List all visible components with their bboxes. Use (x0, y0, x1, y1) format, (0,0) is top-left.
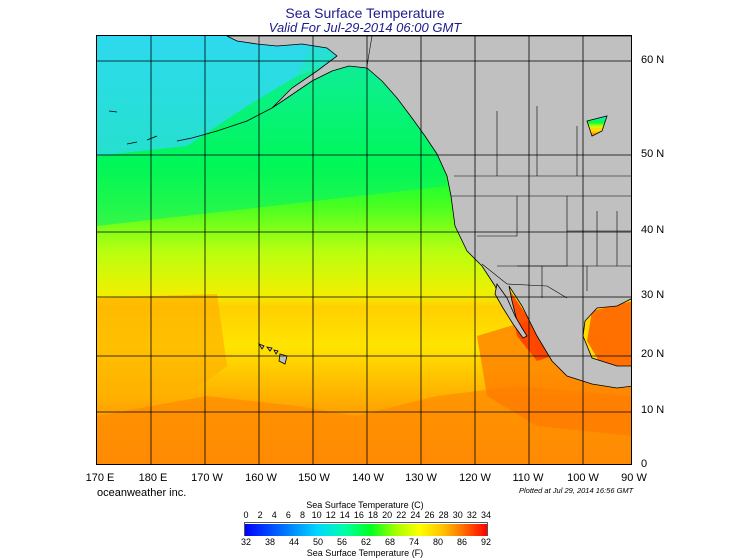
lat-label-40n: 40 N (641, 224, 665, 236)
lat-label-60n: 60 N (641, 54, 665, 66)
colorbar-tick-c: 18 (368, 510, 379, 520)
hudson-bay (586, 115, 608, 137)
colorbar-tick-c: 22 (396, 510, 407, 520)
colorbar-tick-f: 50 (312, 537, 324, 547)
lon-label-130w: 130 W (405, 472, 437, 484)
lat-label-50n: 50 N (641, 148, 665, 160)
map-svg (97, 36, 631, 464)
colorbar-tick-c: 8 (299, 510, 305, 520)
warm-water-west (97, 294, 227, 396)
lon-label-120w: 120 W (459, 472, 491, 484)
colorbar-tick-c: 28 (438, 510, 449, 520)
colorbar-tick-f: 38 (264, 537, 276, 547)
hot-water-east (477, 321, 631, 436)
lon-label-140w: 140 W (352, 472, 384, 484)
colorbar-tick-f: 74 (408, 537, 420, 547)
colorbar-tick-c: 26 (424, 510, 435, 520)
colorbar-tick-f: 44 (288, 537, 300, 547)
lon-label-150w: 150 W (298, 472, 330, 484)
lon-label-170w: 170 W (191, 472, 223, 484)
colorbar-tick-c: 34 (480, 510, 492, 520)
colorbar-tick-f: 62 (360, 537, 372, 547)
colorbar-tick-f: 86 (456, 537, 468, 547)
colorbar-tick-c: 20 (382, 510, 393, 520)
colorbar-tick-c: 6 (285, 510, 291, 520)
graticule (97, 36, 631, 464)
hot-water-south (97, 386, 631, 464)
lat-label-20n: 20 N (641, 348, 665, 360)
colorbar-tick-c: 30 (452, 510, 463, 520)
colorbar-tick-f: 92 (480, 537, 492, 547)
colorbar-tick-c: 24 (410, 510, 421, 520)
lat-label-0: 0 (641, 458, 648, 470)
colorbar-tick-c: 12 (325, 510, 336, 520)
colorbar-tick-c: 2 (257, 510, 263, 520)
colorbar-tick-f: 32 (240, 537, 252, 547)
lon-label-180e: 180 E (138, 472, 168, 484)
political-borders (451, 106, 631, 299)
lat-label-10n: 10 N (641, 404, 665, 416)
colorbar-title-fahrenheit: Sea Surface Temperature (F) (306, 548, 424, 558)
sst-map (96, 35, 632, 465)
colorbar-tick-f: 68 (384, 537, 396, 547)
lon-label-110w: 110 W (512, 472, 544, 484)
map-title: Sea Surface Temperature (285, 5, 445, 21)
colorbar (244, 522, 488, 536)
lon-label-170e: 170 E (85, 472, 115, 484)
cold-water-patch (97, 36, 317, 156)
colorbar-tick-c: 4 (271, 510, 277, 520)
colorbar-gradient (245, 524, 487, 536)
colorbar-tick-c: 14 (339, 510, 350, 520)
map-subtitle: Valid For Jul-29-2014 06:00 GMT (268, 20, 462, 35)
lon-label-90w: 90 W (621, 472, 647, 484)
north-america-land (226, 36, 631, 389)
lat-label-30n: 30 N (641, 289, 665, 301)
baja-peninsula (494, 283, 528, 339)
colorbar-tick-c: 32 (466, 510, 477, 520)
colorbar-tick-c: 16 (353, 510, 364, 520)
lon-label-160w: 160 W (245, 472, 277, 484)
hawaii-islands (258, 343, 288, 365)
gulf-hot-water (587, 301, 631, 366)
credit-text: oceanweather inc. (97, 487, 187, 499)
colorbar-tick-f: 56 (336, 537, 348, 547)
colorbar-title-celsius: Sea Surface Temperature (C) (306, 500, 424, 510)
lon-label-100w: 100 W (567, 472, 599, 484)
alaska-islands (108, 107, 273, 145)
colorbar-tick-f: 80 (432, 537, 444, 547)
colorbar-tick-c: 10 (311, 510, 322, 520)
plotted-time: Plotted at Jul 29, 2014 16:56 GMT (519, 486, 634, 495)
cool-water-band (97, 56, 447, 226)
colorbar-tick-c: 0 (243, 510, 249, 520)
